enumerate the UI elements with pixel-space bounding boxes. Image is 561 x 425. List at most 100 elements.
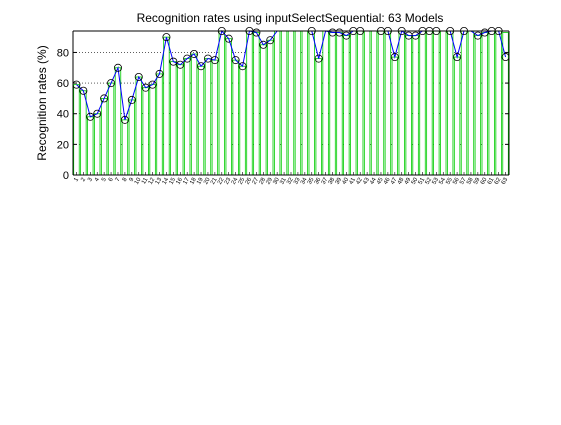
- x-tick-label: 13: [155, 176, 164, 185]
- x-tick-label: 60: [480, 176, 489, 185]
- data-point-marker: [390, 53, 399, 62]
- x-tick-label: 5: [101, 176, 108, 182]
- x-tick-label: 10: [134, 176, 143, 185]
- bar: [239, 65, 246, 176]
- axes: [72, 30, 510, 176]
- bar: [322, 30, 329, 176]
- bar: [343, 35, 350, 176]
- bar: [100, 98, 108, 176]
- bar: [87, 116, 94, 176]
- x-tick-label: 36: [314, 176, 323, 185]
- y-tick-label: 80: [57, 47, 69, 59]
- bar: [128, 99, 135, 176]
- data-point-marker: [335, 28, 344, 37]
- bar: [294, 30, 302, 176]
- bar: [481, 32, 488, 176]
- data-point-marker: [127, 95, 136, 104]
- x-tick-label: 28: [259, 176, 268, 185]
- x-tick-label: 39: [335, 176, 344, 185]
- x-tick-label: 15: [169, 176, 178, 185]
- x-tick-label: 33: [293, 176, 302, 185]
- x-tick-label: 40: [342, 176, 351, 185]
- data-point-marker: [176, 60, 185, 69]
- x-tick-label: 46: [383, 176, 392, 185]
- x-tick-label: 14: [162, 176, 171, 185]
- x-tick-label: 1: [73, 176, 80, 182]
- data-point-marker: [162, 33, 171, 42]
- bar: [246, 30, 253, 176]
- data-point-marker: [314, 54, 323, 63]
- bar: [419, 30, 426, 176]
- data-point-marker: [252, 28, 261, 37]
- x-tick-label: 38: [328, 176, 337, 185]
- x-tick-label: 61: [487, 176, 496, 185]
- x-tick-label: 34: [300, 176, 309, 185]
- data-point-marker: [93, 109, 102, 118]
- data-point-marker: [107, 79, 116, 88]
- bar: [398, 30, 405, 176]
- bar: [350, 30, 357, 176]
- bar: [149, 84, 156, 176]
- x-tick-label: 26: [245, 176, 254, 185]
- x-tick-label: 8: [122, 176, 129, 182]
- bar: [440, 30, 447, 176]
- bar: [453, 56, 461, 176]
- bar-series: [73, 30, 509, 176]
- bar: [329, 32, 336, 176]
- x-tick-label: 17: [182, 176, 191, 185]
- bar: [363, 30, 371, 176]
- bar: [260, 44, 267, 176]
- x-tick-label: 43: [362, 176, 371, 185]
- bar: [142, 87, 149, 176]
- x-tick-label: 53: [432, 176, 441, 185]
- x-tick-label: 62: [494, 176, 503, 185]
- data-point-marker: [183, 54, 192, 63]
- bar: [163, 36, 170, 176]
- data-point-marker: [210, 56, 219, 65]
- x-tick-label: 51: [418, 176, 427, 185]
- x-tick-label: 35: [307, 176, 316, 185]
- bar: [336, 32, 343, 176]
- x-tick-label: 58: [466, 176, 475, 185]
- bar: [357, 30, 364, 176]
- data-point-marker: [342, 31, 351, 40]
- bar: [391, 56, 398, 176]
- bar: [218, 30, 225, 176]
- bar: [370, 30, 378, 176]
- x-tick-label: 41: [348, 176, 357, 185]
- data-point-marker: [259, 40, 268, 49]
- bar: [412, 35, 419, 176]
- bar: [190, 53, 198, 176]
- bar: [405, 35, 412, 176]
- bar: [253, 32, 260, 176]
- x-tick-label: 12: [148, 176, 157, 185]
- x-tick-label: 27: [252, 176, 261, 185]
- bar: [184, 58, 191, 176]
- x-tick-label: 23: [224, 176, 233, 185]
- x-tick-label: 16: [175, 176, 184, 185]
- bar: [121, 119, 129, 176]
- x-tick-label: 49: [404, 176, 413, 185]
- bar: [433, 30, 440, 176]
- bar: [315, 58, 322, 176]
- x-tick-label: 7: [115, 176, 122, 182]
- x-tick-label: 42: [355, 176, 364, 185]
- x-tick-label: 21: [210, 176, 219, 185]
- data-point-marker: [141, 83, 150, 92]
- y-tick-label: 20: [57, 139, 69, 151]
- bar: [287, 30, 295, 176]
- data-point-marker: [169, 57, 178, 66]
- bar: [267, 39, 274, 176]
- data-point-marker: [197, 62, 206, 71]
- data-point-marker: [238, 62, 247, 71]
- x-tick-label: 2: [80, 176, 87, 182]
- bar: [460, 30, 468, 176]
- data-point-marker: [473, 31, 482, 40]
- data-point-marker: [266, 36, 275, 45]
- y-tick-labels: 0 20 40 60 80: [57, 47, 69, 182]
- x-tick-label: 47: [390, 176, 399, 185]
- x-tick-label: 56: [452, 176, 461, 185]
- x-tick-labels: 1 2 3 4 5 6 7 8 91011121314151617181920212223242…: [73, 176, 509, 185]
- bar: [273, 30, 281, 176]
